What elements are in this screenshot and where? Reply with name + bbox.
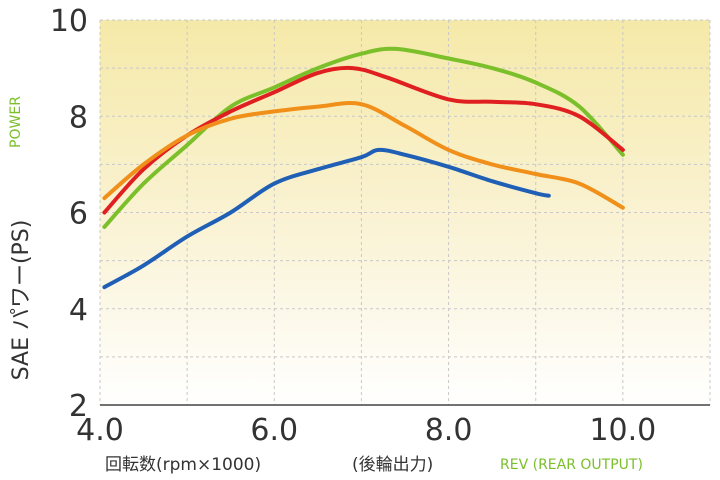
x-tick-label: 8.0 xyxy=(425,413,473,448)
y-tick-labels: 2 4 6 8 10 xyxy=(50,4,88,424)
y-tick-label: 2 xyxy=(69,389,88,424)
series-layer xyxy=(102,46,625,290)
y-tick-label: 6 xyxy=(69,197,88,232)
series-line xyxy=(102,147,551,290)
x-tick-label: 10.0 xyxy=(589,413,656,448)
x-tick-labels: 4.0 6.0 8.0 10.0 xyxy=(76,413,656,448)
y-tick-label: 4 xyxy=(69,293,88,328)
y-tick-label: 10 xyxy=(50,4,88,39)
series-line xyxy=(102,101,625,210)
x-tick-label: 4.0 xyxy=(76,413,124,448)
x-tick-label: 6.0 xyxy=(250,413,298,448)
series-line xyxy=(102,46,625,229)
y-axis-label: SAE パワー(PS) xyxy=(9,220,34,381)
x-axis-label-english: REV (REAR OUTPUT) xyxy=(500,457,643,473)
x-axis-label-note: (後輪出力) xyxy=(352,455,433,475)
y-tick-label: 8 xyxy=(69,100,88,135)
grid xyxy=(99,19,711,405)
x-axis-label: 回転数(rpm×1000) xyxy=(105,455,261,475)
y-axis-label-english: POWER xyxy=(8,96,24,148)
